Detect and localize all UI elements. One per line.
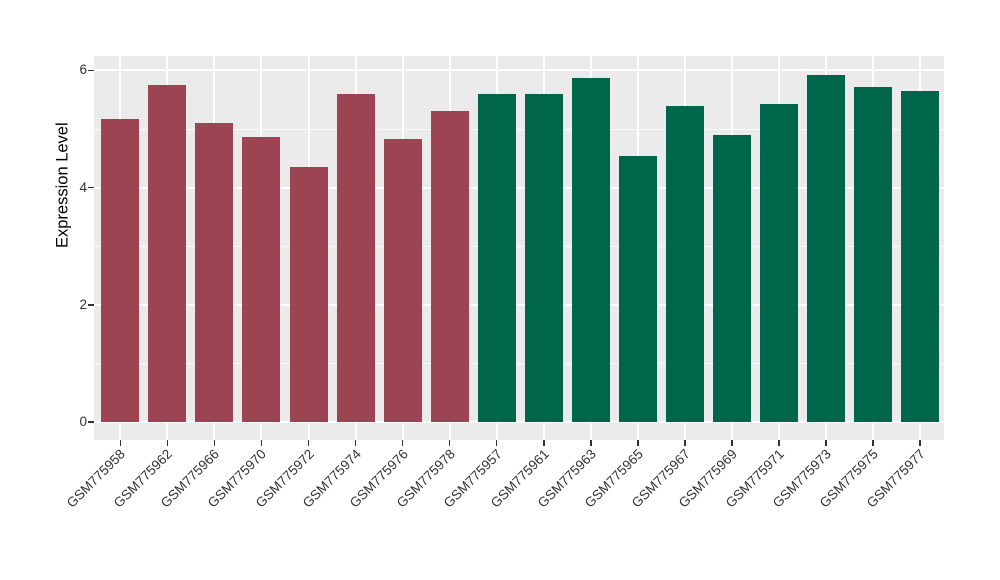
y-tick-mark <box>88 69 94 72</box>
x-tick-mark <box>590 440 592 446</box>
gridline-major <box>94 303 944 306</box>
bar-GSM775969 <box>712 134 751 422</box>
x-tick-mark <box>119 440 122 446</box>
x-tick-mark <box>213 440 216 446</box>
x-tick-mark <box>307 440 310 446</box>
bar-GSM775976 <box>383 138 422 422</box>
bar-GSM775963 <box>571 78 610 422</box>
x-tick-mark <box>354 440 357 446</box>
x-tick-mark <box>260 440 263 446</box>
x-tick-mark <box>778 440 780 446</box>
x-tick-mark <box>637 440 639 446</box>
gridline-minor <box>94 128 944 130</box>
x-tick-mark <box>543 440 545 446</box>
y-tick-mark <box>88 186 94 189</box>
bar-GSM775978 <box>430 110 469 422</box>
y-tick-label: 0 <box>79 414 87 429</box>
x-tick-mark <box>401 440 404 446</box>
bar-GSM775961 <box>524 94 563 422</box>
x-tick-mark <box>495 440 498 446</box>
x-tick-mark <box>731 440 733 446</box>
x-tick-mark <box>448 440 451 446</box>
bar-GSM775971 <box>760 104 798 422</box>
bar-GSM775957 <box>477 93 516 422</box>
gridline-major <box>94 186 944 189</box>
x-tick-mark <box>684 440 686 446</box>
gridline-minor <box>94 245 944 247</box>
x-tick-mark <box>872 440 874 446</box>
bar-GSM775967 <box>665 106 704 422</box>
bar-GSM775966 <box>195 122 234 422</box>
y-tick-label: 2 <box>79 296 87 312</box>
bar-GSM775970 <box>242 136 281 422</box>
bar-GSM775972 <box>289 167 328 422</box>
x-tick-mark <box>166 440 169 446</box>
gridline-major <box>94 69 944 72</box>
x-tick-mark <box>919 440 921 446</box>
bar-GSM775975 <box>854 86 893 422</box>
bar-GSM775962 <box>148 85 187 422</box>
bar-GSM775958 <box>101 119 140 422</box>
y-tick-label: 4 <box>79 179 87 195</box>
bar-GSM775965 <box>618 155 657 422</box>
plot-panel <box>94 56 944 440</box>
x-tick-mark <box>825 440 827 446</box>
bar-GSM775973 <box>807 74 846 422</box>
bar-GSM775977 <box>901 91 940 422</box>
y-tick-mark <box>88 304 94 306</box>
y-tick-label: 6 <box>79 62 87 78</box>
y-tick-mark <box>88 421 94 423</box>
gridline-minor <box>94 362 944 364</box>
bar-GSM775974 <box>336 93 375 422</box>
gridline-major <box>94 421 944 423</box>
